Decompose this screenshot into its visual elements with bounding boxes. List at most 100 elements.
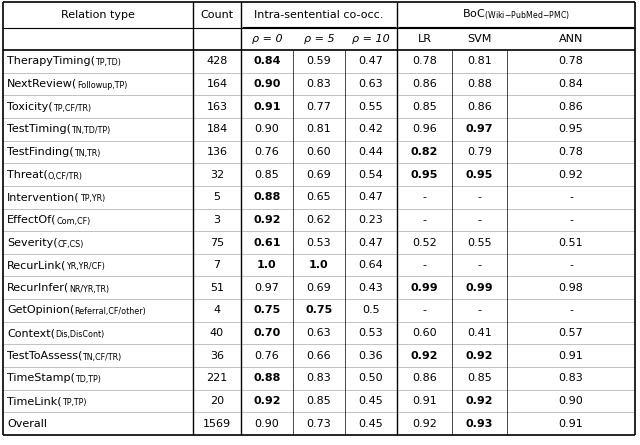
Text: BoC$_{\sf{(Wiki\!-\!PubMed\!-\!PMC)}}$: BoC$_{\sf{(Wiki\!-\!PubMed\!-\!PMC)}}$: [462, 8, 570, 22]
Text: 0.43: 0.43: [358, 283, 383, 293]
Text: 32: 32: [210, 170, 224, 180]
Text: 221: 221: [206, 373, 228, 384]
Text: 164: 164: [207, 79, 228, 89]
Text: 0.54: 0.54: [358, 170, 383, 180]
Text: 3: 3: [214, 215, 221, 225]
Text: 0.78: 0.78: [559, 57, 584, 66]
Text: 0.55: 0.55: [358, 101, 383, 112]
Text: -: -: [422, 192, 426, 202]
Text: -: -: [422, 215, 426, 225]
Text: -: -: [569, 305, 573, 316]
Text: 0.96: 0.96: [412, 124, 437, 134]
Text: 0.98: 0.98: [559, 283, 584, 293]
Text: TimeLink(: TimeLink(: [7, 396, 61, 406]
Text: 0.59: 0.59: [307, 57, 332, 66]
Text: TimeStamp(: TimeStamp(: [7, 373, 75, 384]
Text: 40: 40: [210, 328, 224, 338]
Text: 0.47: 0.47: [358, 57, 383, 66]
Text: 0.91: 0.91: [253, 101, 281, 112]
Text: TP,TP): TP,TP): [61, 398, 86, 407]
Text: 0.42: 0.42: [358, 124, 383, 134]
Text: 0.44: 0.44: [358, 147, 383, 157]
Text: GetOpinion(: GetOpinion(: [7, 305, 74, 316]
Text: -: -: [422, 260, 426, 270]
Text: 0.93: 0.93: [466, 419, 493, 429]
Text: 0.92: 0.92: [559, 170, 584, 180]
Text: 0.76: 0.76: [255, 147, 280, 157]
Text: 0.5: 0.5: [362, 305, 380, 316]
Text: 0.84: 0.84: [253, 57, 281, 66]
Text: 0.85: 0.85: [307, 396, 332, 406]
Text: RecurInfer(: RecurInfer(: [7, 283, 69, 293]
Text: Intra-sentential co-occ.: Intra-sentential co-occ.: [254, 10, 384, 20]
Text: 0.45: 0.45: [358, 396, 383, 406]
Text: 0.90: 0.90: [253, 79, 281, 89]
Text: Context(: Context(: [7, 328, 55, 338]
Text: TN,TD/TP): TN,TD/TP): [71, 126, 110, 135]
Text: Dis,DisCont): Dis,DisCont): [55, 330, 104, 339]
Text: -: -: [422, 305, 426, 316]
Text: NR/YR,TR): NR/YR,TR): [69, 285, 109, 294]
Text: 0.83: 0.83: [307, 79, 332, 89]
Text: YR,YR/CF): YR,YR/CF): [67, 262, 105, 271]
Text: 51: 51: [210, 283, 224, 293]
Text: EffectOf(: EffectOf(: [7, 215, 56, 225]
Text: 75: 75: [210, 238, 224, 247]
Text: 0.57: 0.57: [559, 328, 584, 338]
Text: -: -: [569, 192, 573, 202]
Text: 0.50: 0.50: [358, 373, 383, 384]
Text: NextReview(: NextReview(: [7, 79, 77, 89]
Text: TN,CF/TR): TN,CF/TR): [83, 353, 122, 362]
Text: 7: 7: [213, 260, 221, 270]
Text: TP,TD): TP,TD): [95, 58, 121, 67]
Text: LR: LR: [417, 34, 431, 44]
Text: 0.92: 0.92: [466, 351, 493, 361]
Text: 5: 5: [214, 192, 221, 202]
Text: 0.63: 0.63: [358, 79, 383, 89]
Text: 0.88: 0.88: [253, 192, 281, 202]
Text: 0.97: 0.97: [255, 283, 280, 293]
Text: 1569: 1569: [203, 419, 231, 429]
Text: 0.92: 0.92: [253, 215, 281, 225]
Text: 0.85: 0.85: [412, 101, 437, 112]
Text: 0.60: 0.60: [412, 328, 437, 338]
Text: CF,CS): CF,CS): [58, 239, 84, 248]
Text: 0.78: 0.78: [412, 57, 437, 66]
Text: 0.81: 0.81: [307, 124, 332, 134]
Text: 0.23: 0.23: [358, 215, 383, 225]
Text: TP,CF/TR): TP,CF/TR): [52, 104, 91, 113]
Text: 0.86: 0.86: [412, 79, 437, 89]
Text: 0.55: 0.55: [467, 238, 492, 247]
Text: 0.66: 0.66: [307, 351, 332, 361]
Text: Com,CF): Com,CF): [56, 217, 91, 226]
Text: 0.85: 0.85: [255, 170, 280, 180]
Text: 0.91: 0.91: [412, 396, 437, 406]
Text: 0.95: 0.95: [411, 170, 438, 180]
Text: 0.92: 0.92: [412, 419, 437, 429]
Text: 0.86: 0.86: [559, 101, 584, 112]
Text: ρ = 5: ρ = 5: [304, 34, 334, 44]
Text: RecurLink(: RecurLink(: [7, 260, 67, 270]
Text: 0.45: 0.45: [358, 419, 383, 429]
Text: -: -: [477, 260, 481, 270]
Text: 0.70: 0.70: [253, 328, 280, 338]
Text: 4: 4: [213, 305, 221, 316]
Text: 0.51: 0.51: [559, 238, 583, 247]
Text: ρ = 10: ρ = 10: [352, 34, 390, 44]
Text: 20: 20: [210, 396, 224, 406]
Text: 0.60: 0.60: [307, 147, 332, 157]
Text: 0.86: 0.86: [412, 373, 437, 384]
Text: 0.76: 0.76: [255, 351, 280, 361]
Text: 1.0: 1.0: [257, 260, 277, 270]
Text: Relation type: Relation type: [61, 10, 135, 20]
Text: 0.90: 0.90: [559, 396, 584, 406]
Text: 0.75: 0.75: [253, 305, 280, 316]
Text: Severity(: Severity(: [7, 238, 58, 247]
Text: -: -: [477, 305, 481, 316]
Text: 0.92: 0.92: [411, 351, 438, 361]
Text: 0.82: 0.82: [411, 147, 438, 157]
Text: ρ = 0: ρ = 0: [252, 34, 282, 44]
Text: 0.86: 0.86: [467, 101, 492, 112]
Text: TestTiming(: TestTiming(: [7, 124, 71, 134]
Text: 0.92: 0.92: [253, 396, 281, 406]
